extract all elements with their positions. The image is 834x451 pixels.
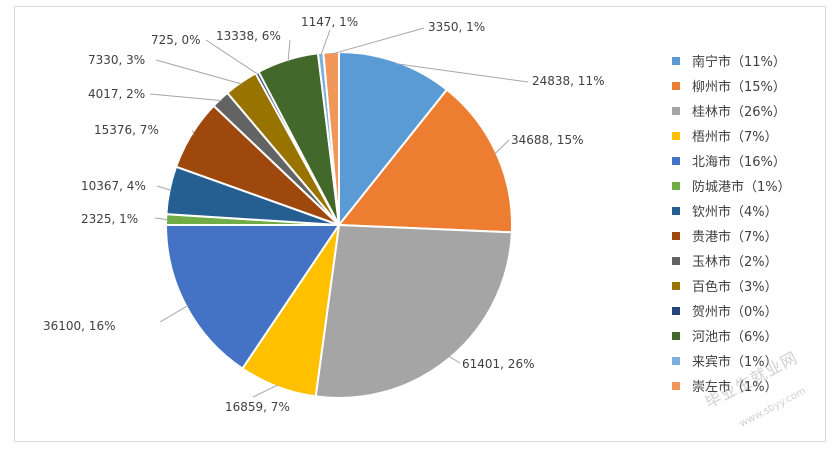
legend-label-6: 防城港市（1%） (692, 179, 791, 195)
data-label-2: 34688, 15% (511, 133, 583, 147)
legend-swatch-11 (672, 307, 680, 315)
legend-label-10: 百色市（3%） (692, 279, 778, 295)
legend-swatch-10 (672, 282, 680, 290)
pie-slices (164, 50, 513, 399)
data-label-11: 725, 0% (151, 33, 201, 47)
legend-swatch-7 (672, 207, 680, 215)
data-labels: 24838, 11% 34688, 15% 61401, 26% 16859, 7% 3… (43, 15, 604, 414)
leader-line-7 (156, 185, 172, 191)
leader-line-1 (395, 63, 529, 83)
data-label-6: 2325, 1% (81, 212, 138, 226)
leader-line-5 (159, 304, 189, 323)
data-label-13: 1147, 1% (301, 15, 358, 29)
data-label-9: 4017, 2% (88, 87, 145, 101)
legend-swatch-2 (672, 82, 680, 90)
legend-label-2: 柳州市（15%） (692, 79, 786, 95)
legend-swatch-3 (672, 107, 680, 115)
pie-slice-3 (314, 223, 513, 399)
leader-line-10 (155, 59, 243, 85)
legend-swatch-8 (672, 232, 680, 240)
data-label-1: 24838, 11% (532, 74, 604, 88)
legend-swatch-13 (672, 357, 680, 365)
legend: 南宁市（11%） 柳州市（15%） 桂林市（26%） 梧州市（7%） 北海市（16%） 防… (672, 54, 791, 395)
legend-swatch-6 (672, 182, 680, 190)
data-label-8: 15376, 7% (94, 123, 159, 137)
legend-label-5: 北海市（16%） (692, 154, 786, 170)
data-label-3: 61401, 26% (462, 357, 534, 371)
legend-label-12: 河池市（6%） (692, 329, 778, 345)
data-label-14: 3350, 1% (428, 20, 485, 34)
leader-line-6 (154, 217, 169, 221)
leader-line-12 (287, 39, 291, 62)
legend-swatch-14 (672, 382, 680, 390)
leader-line-9 (149, 93, 222, 102)
leader-line-13 (320, 29, 331, 56)
pie-slice-1 (338, 50, 449, 228)
data-label-12: 13338, 6% (216, 29, 281, 43)
leader-line-11 (205, 39, 259, 75)
pie-slice-2 (336, 88, 513, 234)
legend-label-14: 崇左市（1%） (692, 379, 778, 395)
leader-lines (149, 27, 529, 398)
data-label-7: 10367, 4% (81, 179, 146, 193)
legend-swatch-9 (672, 257, 680, 265)
legend-swatch-5 (672, 157, 680, 165)
legend-label-8: 贵港市（7%） (692, 229, 778, 245)
legend-label-9: 玉林市（2%） (692, 254, 778, 270)
legend-swatch-12 (672, 332, 680, 340)
legend-label-11: 贺州市（0%） (692, 304, 778, 320)
leader-line-4 (252, 384, 279, 398)
data-label-4: 16859, 7% (225, 400, 290, 414)
data-label-5: 36100, 16% (43, 319, 115, 333)
data-label-10: 7330, 3% (88, 53, 145, 67)
legend-label-7: 钦州市（4%） (692, 204, 778, 220)
leader-line-14 (331, 27, 425, 55)
leader-line-2 (494, 139, 510, 155)
legend-label-4: 梧州市（7%） (692, 129, 778, 145)
leader-line-3 (448, 355, 461, 364)
legend-label-1: 南宁市（11%） (692, 54, 786, 70)
legend-label-3: 桂林市（26%） (692, 104, 786, 120)
legend-swatch-1 (672, 57, 680, 65)
legend-swatch-4 (672, 132, 680, 140)
legend-label-13: 来宾市（1%） (692, 354, 778, 370)
